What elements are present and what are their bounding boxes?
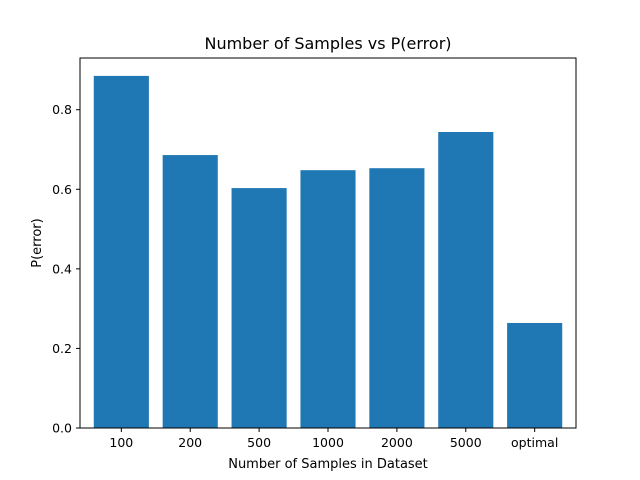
x-tick-label-500: 500 bbox=[247, 435, 271, 450]
bar-1000 bbox=[300, 170, 356, 428]
chart-title: Number of Samples vs P(error) bbox=[204, 34, 451, 53]
bar-5000 bbox=[438, 132, 494, 428]
y-tick-label-0.8: 0.8 bbox=[52, 102, 72, 117]
bar-2000 bbox=[369, 168, 425, 429]
y-tick-label-0.0: 0.0 bbox=[52, 421, 72, 436]
bars-group bbox=[93, 75, 563, 429]
bar-100 bbox=[93, 75, 149, 428]
x-tick-label-optimal: optimal bbox=[511, 435, 558, 450]
y-tick-label-0.6: 0.6 bbox=[52, 182, 72, 197]
y-tick-label-0.2: 0.2 bbox=[52, 341, 72, 356]
y-axis: 0.0 0.2 0.4 0.6 0.8 bbox=[52, 102, 80, 436]
bar-500 bbox=[231, 188, 287, 428]
x-tick-label-2000: 2000 bbox=[381, 435, 413, 450]
y-axis-label: P(error) bbox=[30, 218, 45, 267]
x-tick-label-5000: 5000 bbox=[450, 435, 482, 450]
bar-optimal bbox=[507, 322, 563, 428]
x-axis: 100 200 500 1000 2000 5000 optimal bbox=[109, 428, 558, 450]
y-tick-label-0.4: 0.4 bbox=[52, 261, 72, 276]
x-axis-label: Number of Samples in Dataset bbox=[228, 457, 428, 472]
x-tick-label-1000: 1000 bbox=[312, 435, 344, 450]
x-tick-label-100: 100 bbox=[109, 435, 133, 450]
x-tick-label-200: 200 bbox=[178, 435, 202, 450]
bar-200 bbox=[162, 155, 218, 429]
